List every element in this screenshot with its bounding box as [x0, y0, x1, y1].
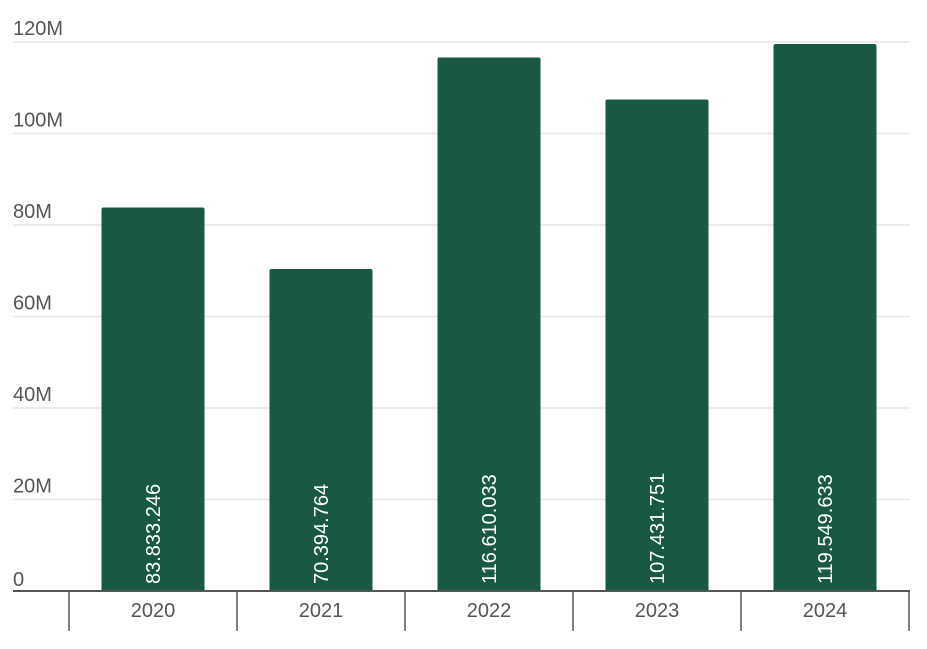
- x-axis: 2020 2021 2022 2023 2024: [13, 590, 910, 631]
- y-tick-label: 60M: [13, 293, 52, 315]
- bar-2021: [269, 268, 373, 591]
- y-tick-label: 0: [13, 569, 24, 591]
- y-tick-label: 80M: [13, 201, 52, 223]
- bars: [101, 44, 877, 592]
- bar-2022: [437, 57, 541, 592]
- y-axis-tick-labels: 0 20M 40M 60M 80M 100M 120M: [13, 18, 63, 591]
- data-label-2024: 119.549.633: [815, 474, 837, 584]
- data-labels: 83.833.246 70.394.764 116.610.033 107.431.7…: [143, 473, 837, 584]
- y-tick-label: 40M: [13, 384, 52, 406]
- x-tick-label: 2023: [635, 600, 680, 622]
- x-tick-label: 2022: [467, 600, 512, 622]
- data-label-2022: 116.610.033: [479, 474, 501, 584]
- x-tick-label: 2024: [803, 600, 848, 622]
- x-tick-label: 2021: [299, 600, 344, 622]
- y-tick-label: 120M: [13, 18, 63, 40]
- data-label-2021: 70.394.764: [311, 484, 333, 584]
- bar-2024: [773, 44, 877, 592]
- bar-2020: [101, 207, 205, 592]
- data-label-2023: 107.431.751: [647, 473, 669, 584]
- data-label-2020: 83.833.246: [143, 484, 165, 584]
- y-tick-label: 20M: [13, 476, 52, 498]
- bar-2023: [605, 99, 709, 591]
- x-tick-label: 2020: [131, 600, 176, 622]
- y-tick-label: 100M: [13, 110, 63, 132]
